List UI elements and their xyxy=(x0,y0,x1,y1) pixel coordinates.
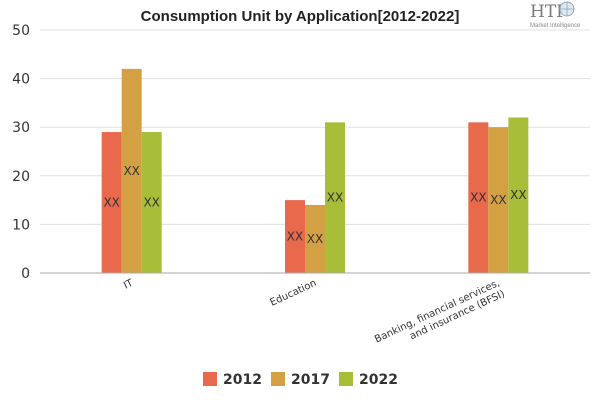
y-tick-label: 0 xyxy=(21,266,30,282)
y-tick-label: 40 xyxy=(12,72,30,88)
bar xyxy=(101,132,122,273)
legend-label: 2022 xyxy=(359,372,398,388)
x-axis-labels: IT Education Banking, financial services,a… xyxy=(122,277,507,357)
x-tick-label: Banking, financial services,and insuranc… xyxy=(373,278,507,357)
bar xyxy=(468,122,489,273)
y-axis-ticks: 0 10 20 30 40 50 xyxy=(12,23,30,282)
data-labels: XX XX XX XX XX XX XX XX XX xyxy=(103,164,526,246)
data-label: XX xyxy=(143,196,159,210)
data-label: XX xyxy=(327,191,343,205)
bar xyxy=(305,204,325,273)
x-tick-label-line: Education xyxy=(268,278,318,309)
legend: 2012 2017 2022 xyxy=(203,372,398,388)
bars xyxy=(101,68,529,273)
x-tick-label: IT xyxy=(122,277,136,291)
y-tick-label: 20 xyxy=(12,169,30,185)
legend-label: 2017 xyxy=(291,372,330,388)
x-tick-label-line: Banking, financial services, xyxy=(373,278,501,346)
data-label: XX xyxy=(103,196,119,210)
bar xyxy=(285,200,305,273)
y-tick-label: 10 xyxy=(12,217,30,233)
data-label: XX xyxy=(490,193,506,207)
logo-text: HTF xyxy=(530,2,568,22)
x-tick-label: Education xyxy=(268,278,318,309)
x-tick-label-line: IT xyxy=(122,277,136,291)
bar xyxy=(508,117,529,273)
legend-label: 2012 xyxy=(223,372,262,388)
bar xyxy=(325,122,345,273)
bar xyxy=(488,127,509,273)
legend-swatch xyxy=(271,372,285,386)
htf-logo: HTF Market Intelligence xyxy=(530,1,581,29)
bar xyxy=(141,132,162,273)
chart-title: Consumption Unit by Application[2012-202… xyxy=(141,8,460,25)
globe-icon xyxy=(559,1,575,17)
data-label: XX xyxy=(123,164,139,178)
legend-swatch xyxy=(339,372,353,386)
logo-subtitle: Market Intelligence xyxy=(530,23,581,29)
legend-swatch xyxy=(203,372,217,386)
data-label: XX xyxy=(287,230,303,244)
y-tick-label: 50 xyxy=(12,23,30,39)
data-label: XX xyxy=(470,191,486,205)
bar xyxy=(121,68,142,273)
data-label: XX xyxy=(307,232,323,246)
data-label: XX xyxy=(510,188,526,202)
y-tick-label: 30 xyxy=(12,120,30,136)
